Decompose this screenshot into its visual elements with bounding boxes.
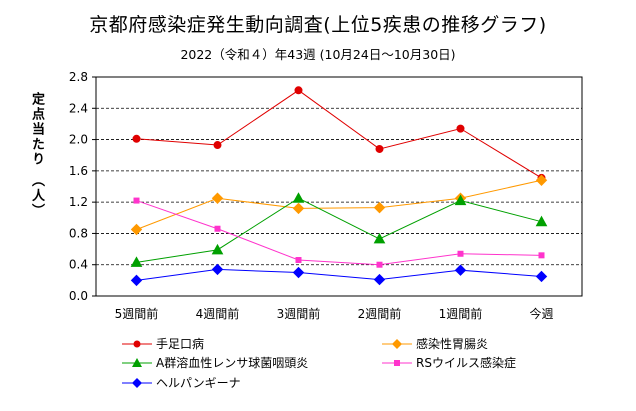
y-tick-label: 0.0 — [69, 289, 88, 303]
data-point — [214, 225, 221, 232]
data-point — [211, 263, 224, 276]
data-point — [373, 273, 386, 286]
y-tick-label: 1.6 — [69, 164, 88, 178]
series-line-0 — [136, 89, 542, 179]
data-point — [130, 223, 143, 236]
x-tick-label: 1週間前 — [439, 306, 483, 321]
data-point — [373, 201, 386, 214]
data-point — [130, 256, 143, 267]
data-point — [457, 250, 464, 257]
x-tick-label: 5週間前 — [115, 306, 159, 321]
data-point — [295, 257, 302, 264]
data-point — [294, 86, 303, 95]
y-tick-label: 2.0 — [69, 133, 88, 147]
series-line-4 — [136, 268, 542, 281]
x-tick-label: 4週間前 — [196, 306, 240, 321]
y-tick-label: 1.2 — [69, 195, 88, 209]
data-point — [292, 192, 305, 203]
chart-subtitle: 2022（令和４）年43週 (10月24日～10月30日) — [180, 47, 456, 62]
data-point — [133, 197, 140, 204]
plot-frame — [95, 76, 583, 297]
y-tick-label: 0.8 — [69, 226, 88, 240]
data-point — [538, 252, 545, 259]
data-point — [456, 124, 465, 133]
data-point — [292, 266, 305, 279]
data-point — [213, 141, 222, 150]
data-point — [211, 243, 224, 255]
y-tick-label: 0.4 — [69, 258, 88, 272]
data-point — [454, 194, 467, 206]
y-axis-label: 定点当たり （人） — [29, 92, 44, 219]
data-point — [130, 274, 143, 287]
data-point — [375, 144, 384, 153]
series-line-2 — [136, 197, 542, 263]
data-point — [132, 134, 141, 143]
series-line-1 — [136, 179, 542, 230]
y-tick-label: 2.4 — [69, 101, 88, 115]
x-tick-label: 3週間前 — [277, 306, 321, 321]
x-tick-label: 2週間前 — [358, 306, 402, 321]
data-point — [454, 264, 467, 276]
data-point — [211, 192, 224, 204]
data-point — [373, 232, 386, 244]
chart-title: 京都府感染症発生動向調査(上位5疾患の推移グラフ) — [89, 14, 547, 36]
data-point — [292, 202, 305, 215]
x-tick-label: 今週 — [529, 306, 553, 321]
y-tick-label: 2.8 — [69, 70, 88, 84]
data-point — [535, 174, 548, 186]
data-point — [376, 261, 383, 268]
series-line-3 — [136, 200, 542, 266]
data-point — [535, 270, 548, 283]
data-point — [535, 215, 548, 227]
